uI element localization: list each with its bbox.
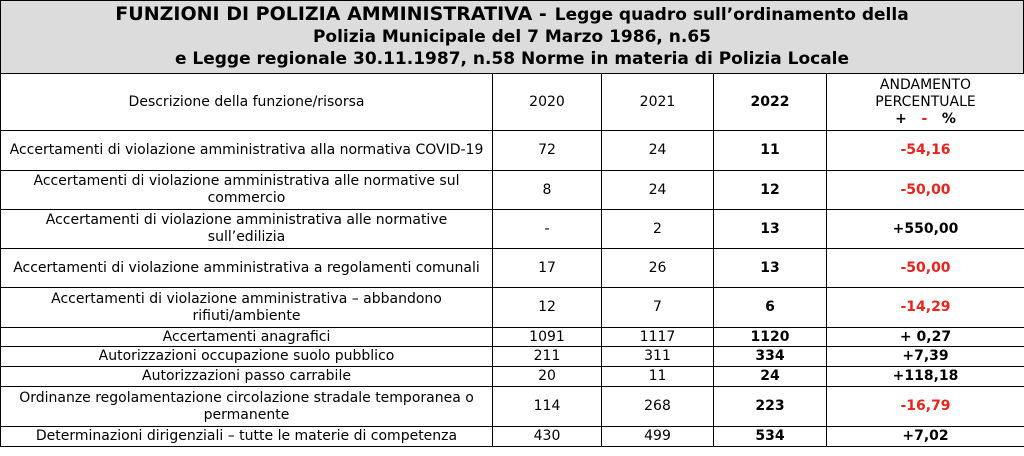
value-cell: 1091 [492,327,602,347]
table-row: Accertamenti di violazione amministrativ… [0,130,1024,171]
trend-line: ANDAMENTO [879,76,972,93]
trend-cell: + 0,27 [826,327,1024,347]
header-row: Descrizione della funzione/risorsa 2020 … [0,73,1024,131]
value-cell: 24 [713,366,827,387]
value-cell: 12 [492,287,602,328]
value-cell: 8 [492,170,602,210]
value-cell: 6 [713,287,827,328]
table-row: Accertamenti di violazione amministrativ… [0,209,1024,249]
table-row: Autorizzazioni passo carrabile 20 11 24 +118… [0,366,1024,387]
plus: + [895,110,907,127]
table-row: Accertamenti di violazione amministrativ… [0,248,1024,288]
percent: % [941,110,956,127]
value-cell: 12 [713,170,827,210]
value-cell: 311 [601,346,714,367]
description-cell: Determinazioni dirigenziali – tutte le m… [0,426,493,447]
trend-cell: +118,18 [826,366,1024,387]
header-cell: ANDAMENTO PERCENTUALE + - % [826,73,1024,131]
title-line: Polizia Municipale del 7 Marzo 1986, n.6… [312,27,712,47]
value-cell: - [492,209,602,249]
value-cell: 20 [492,366,602,387]
trend-cell: +550,00 [826,209,1024,249]
trend-cell: -54,16 [826,130,1024,171]
table-row: Accertamenti di violazione amministrativ… [0,170,1024,210]
value-cell: 7 [601,287,714,328]
value-cell: 430 [492,426,602,447]
description-cell: Accertamenti anagrafici [0,327,493,347]
header-cell: 2021 [601,73,714,131]
header-cell: 2020 [492,73,602,131]
value-cell: 13 [713,248,827,288]
value-cell: 223 [713,386,827,427]
value-cell: 499 [601,426,714,447]
title-heading: FUNZIONI DI POLIZIA AMMINISTRATIVA - [115,3,547,25]
table-row: Determinazioni dirigenziali – tutte le m… [0,426,1024,447]
table-row: Ordinanze regolamentazione circolazione … [0,386,1024,427]
value-cell: 211 [492,346,602,367]
value-cell: 24 [601,170,714,210]
description-cell: Accertamenti di violazione amministrativ… [0,170,493,210]
description-cell: Accertamenti di violazione amministrativ… [0,287,493,328]
title: FUNZIONI DI POLIZIA AMMINISTRATIVA - Legg… [0,0,1024,73]
title-line: e Legge regionale 30.11.1987, n.58 Norme… [174,49,850,69]
table-row: Accertamenti di violazione amministrativ… [0,287,1024,328]
table-row: Accertamenti anagrafici 1091 1117 1120 + 0,2… [0,327,1024,347]
value-cell: 1117 [601,327,714,347]
value-cell: 268 [601,386,714,427]
header-cell: Descrizione della funzione/risorsa [0,73,493,131]
value-cell: 13 [713,209,827,249]
value-cell: 72 [492,130,602,171]
description-cell: Accertamenti di violazione amministrativ… [0,209,493,249]
trend-cell: -50,00 [826,248,1024,288]
value-cell: 114 [492,386,602,427]
value-cell: 11 [713,130,827,171]
description-cell: Autorizzazioni passo carrabile [0,366,493,387]
value-cell: 17 [492,248,602,288]
trend-cell: -50,00 [826,170,1024,210]
trend-cell: -14,29 [826,287,1024,328]
minus: - [921,110,928,127]
table-row: Autorizzazioni occupazione suolo pubblic… [0,346,1024,367]
value-cell: 1120 [713,327,827,347]
value-cell: 11 [601,366,714,387]
description-cell: Ordinanze regolamentazione circolazione … [0,386,493,427]
value-cell: 24 [601,130,714,171]
table-body: Descrizione della funzione/risorsa 2020 … [0,73,1024,447]
trend-line: PERCENTUALE [875,93,976,110]
trend-cell: -16,79 [826,386,1024,427]
description-cell: Accertamenti di violazione amministrativ… [0,248,493,288]
value-cell: 2 [601,209,714,249]
trend-cell: +7,39 [826,346,1024,367]
title-line: Legge quadro sull’ordinamento della [554,5,909,25]
description-cell: Autorizzazioni occupazione suolo pubblic… [0,346,493,367]
header-cell: 2022 [713,73,827,131]
description-cell: Accertamenti di violazione amministrativ… [0,130,493,171]
value-cell: 26 [601,248,714,288]
value-cell: 534 [713,426,827,447]
trend-cell: +7,02 [826,426,1024,447]
table: Descrizione della funzione/risorsa 2020 … [0,73,1024,447]
value-cell: 334 [713,346,827,367]
